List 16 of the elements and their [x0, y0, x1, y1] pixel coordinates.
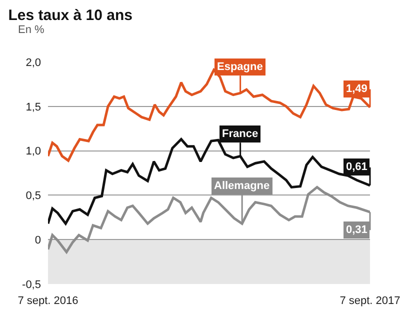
x-tick-label: 7 sept. 2017: [340, 295, 400, 307]
chart-title: Les taux à 10 ans: [8, 7, 132, 24]
data-label: 0,31: [346, 224, 368, 236]
series-label: France: [222, 128, 258, 140]
data-label: 1,49: [346, 83, 368, 95]
y-tick-label: 0,5: [26, 190, 41, 202]
y-tick-label: 1,5: [26, 101, 41, 114]
y-tick-label: 0: [34, 234, 41, 246]
data-label: 0,61: [346, 161, 368, 173]
x-tick-label: 7 sept. 2016: [18, 295, 78, 307]
chart-subtitle: En %: [18, 24, 45, 36]
series-label: Espagne: [217, 61, 263, 73]
series-label: Allemagne: [214, 180, 270, 192]
y-tick-label: -0,5: [22, 278, 41, 291]
y-tick-label: 2,0: [26, 56, 41, 69]
y-tick-label: 1,0: [26, 146, 41, 158]
